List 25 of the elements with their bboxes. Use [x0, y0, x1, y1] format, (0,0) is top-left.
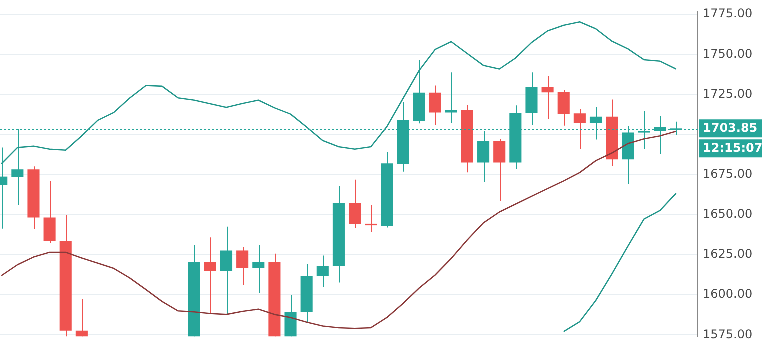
- y-tick-label: 1625.00: [703, 247, 753, 262]
- candlestick: [574, 108, 586, 150]
- ref-line-label: 1703.85: [703, 120, 758, 135]
- y-tick-label: 1725.00: [703, 86, 753, 101]
- candlestick: [445, 72, 458, 124]
- candlestick: [236, 246, 249, 286]
- candlestick: [220, 226, 233, 316]
- candlestick: [252, 244, 265, 294]
- y-tick-label: 1650.00: [703, 207, 753, 222]
- candlestick: [429, 85, 442, 126]
- y-tick-label: 1575.00: [703, 327, 753, 342]
- y-tick-label: 1600.00: [703, 287, 753, 302]
- candlestick: [558, 90, 570, 126]
- candlestick: [76, 298, 88, 337]
- y-tick-label: 1775.00: [703, 6, 753, 21]
- candlestick: [494, 138, 506, 202]
- candlestick: [204, 237, 216, 314]
- candlestick: [365, 204, 378, 232]
- text: 12:15:07: [703, 140, 762, 155]
- y-tick-label: 1750.00: [703, 46, 753, 61]
- candlestick: [44, 180, 56, 244]
- y-tick-label: 1675.00: [703, 167, 753, 182]
- candlestick: [349, 179, 362, 229]
- candlestick: [542, 76, 554, 120]
- candlestick: [316, 255, 329, 288]
